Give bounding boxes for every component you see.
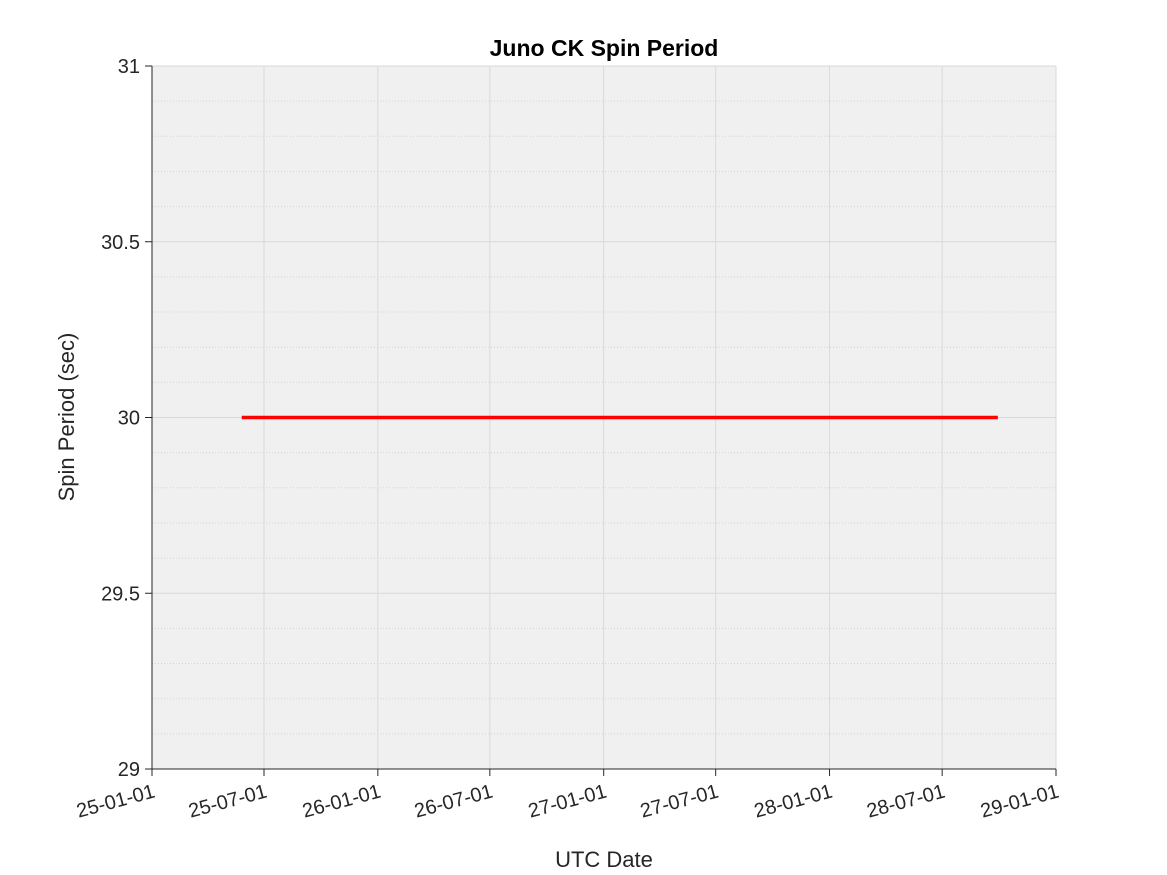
x-axis-label: UTC Date: [555, 847, 653, 872]
x-tick-label: 27-07-01: [638, 781, 721, 823]
x-tick-label: 25-01-01: [74, 781, 157, 823]
x-tick-label: 28-07-01: [864, 781, 947, 823]
y-tick-label: 31: [118, 56, 140, 78]
x-tick-label: 27-01-01: [526, 781, 609, 823]
chart-title: Juno CK Spin Period: [490, 35, 719, 61]
y-tick-label: 29.5: [101, 583, 140, 605]
x-tick-label: 26-07-01: [412, 781, 495, 823]
y-axis-label: Spin Period (sec): [54, 333, 79, 502]
x-tick-label: 29-01-01: [978, 781, 1061, 823]
y-tick-label: 30.5: [101, 232, 140, 254]
x-tick-label: 28-01-01: [752, 781, 835, 823]
x-tick-label: 26-01-01: [300, 781, 383, 823]
y-tick-label: 30: [118, 408, 140, 430]
x-tick-label: 25-07-01: [186, 781, 269, 823]
y-tick-label: 29: [118, 759, 140, 781]
